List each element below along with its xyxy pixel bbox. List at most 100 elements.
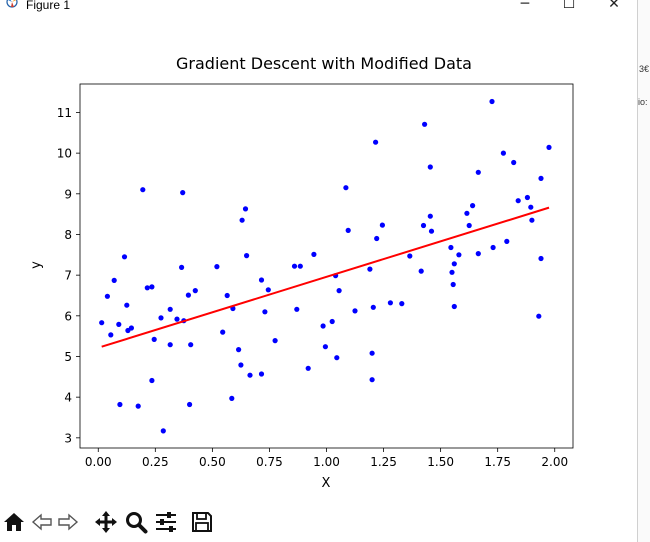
data-point [311,251,317,257]
data-point [451,261,457,267]
y-tick-label: 11 [57,106,72,120]
data-point [399,301,405,307]
data-point [449,269,455,275]
data-point [343,185,349,191]
x-axis-label: X [322,476,331,491]
data-point [451,303,457,310]
maximize-button[interactable]: ☐ [562,0,576,12]
y-tick-label: 8 [64,228,72,242]
data-point [244,253,250,259]
data-point [418,268,424,274]
data-point [305,365,311,371]
chart-title: Gradient Descent with Modified Data [176,54,472,73]
data-point [135,403,141,409]
forward-arrow-icon[interactable] [56,510,80,534]
move-icon[interactable] [94,510,118,534]
data-point [214,264,220,270]
data-point [149,377,155,384]
data-point [387,300,393,306]
data-point [297,263,303,269]
data-point [144,285,150,291]
data-point [448,244,454,251]
plot-area [99,98,552,434]
data-point [490,244,496,251]
y-tick-label: 4 [64,391,72,405]
home-icon[interactable] [2,510,26,534]
data-point [407,253,413,259]
data-point [427,213,433,219]
data-point [524,194,531,201]
data-point [158,315,164,321]
navigation-toolbar [0,500,637,542]
data-point [174,316,180,322]
data-point [538,175,544,181]
x-axis: 0.00 0.25 0.50 0.75 1.00 1.25 1.50 1.75 2.00 [85,448,568,469]
data-point [111,277,117,283]
data-point [121,254,128,260]
data-point [192,288,198,294]
data-point [464,210,470,216]
data-point [272,338,278,344]
data-point [180,190,186,196]
data-point [229,395,235,401]
data-point [238,362,244,368]
y-axis-label: y [29,261,44,269]
chart-canvas[interactable]: Gradient Descent with Modified Data 0.00… [0,40,637,500]
data-point [336,288,342,294]
data-point [367,266,373,272]
minimize-button[interactable]: ─ [520,0,530,12]
zoom-icon[interactable] [124,510,148,534]
regression-line [101,206,550,348]
data-point [500,150,506,156]
x-tick-label: 1.50 [427,455,454,469]
data-point [294,306,300,312]
data-point [224,292,230,299]
data-point [149,284,155,290]
sliders-icon[interactable] [154,510,178,534]
data-point [329,318,335,325]
data-point [124,302,130,308]
data-point [334,355,340,361]
data-point [369,350,375,356]
data-point [504,238,510,244]
data-point [187,401,193,408]
data-point [528,204,534,210]
data-point [151,336,157,342]
x-tick-label: 1.25 [370,455,397,469]
data-point [456,252,462,258]
background-text-fragment: 3€ [639,64,650,74]
x-tick-label: 1.00 [313,455,340,469]
data-point [420,222,427,229]
title-bar: Figure 1 ─ ☐ ✕ [0,0,637,14]
data-point [108,332,114,338]
close-button[interactable]: ✕ [608,0,620,12]
data-point [117,401,123,408]
data-point [220,329,226,335]
data-point [352,308,358,314]
data-point [167,306,173,312]
x-tick-label: 0.75 [256,455,283,469]
data-point [185,292,191,298]
data-point [99,320,105,326]
data-point [546,144,552,150]
data-point [188,342,194,348]
x-tick-label: 0.50 [199,455,226,469]
data-point [379,222,385,228]
data-point [322,344,328,350]
data-point [258,277,265,283]
data-point [291,263,298,269]
data-point [247,372,253,378]
back-arrow-icon[interactable] [30,510,54,534]
x-tick-label: 2.00 [541,455,568,469]
data-point [373,139,379,145]
save-icon[interactable] [190,510,214,534]
y-axis: 3 4 5 6 7 8 9 10 11 [57,106,80,445]
data-point [242,206,249,212]
data-point [475,169,481,175]
data-point [529,217,535,223]
data-point [515,198,521,204]
data-point [466,222,472,229]
data-point [258,371,265,377]
data-point [428,228,435,234]
